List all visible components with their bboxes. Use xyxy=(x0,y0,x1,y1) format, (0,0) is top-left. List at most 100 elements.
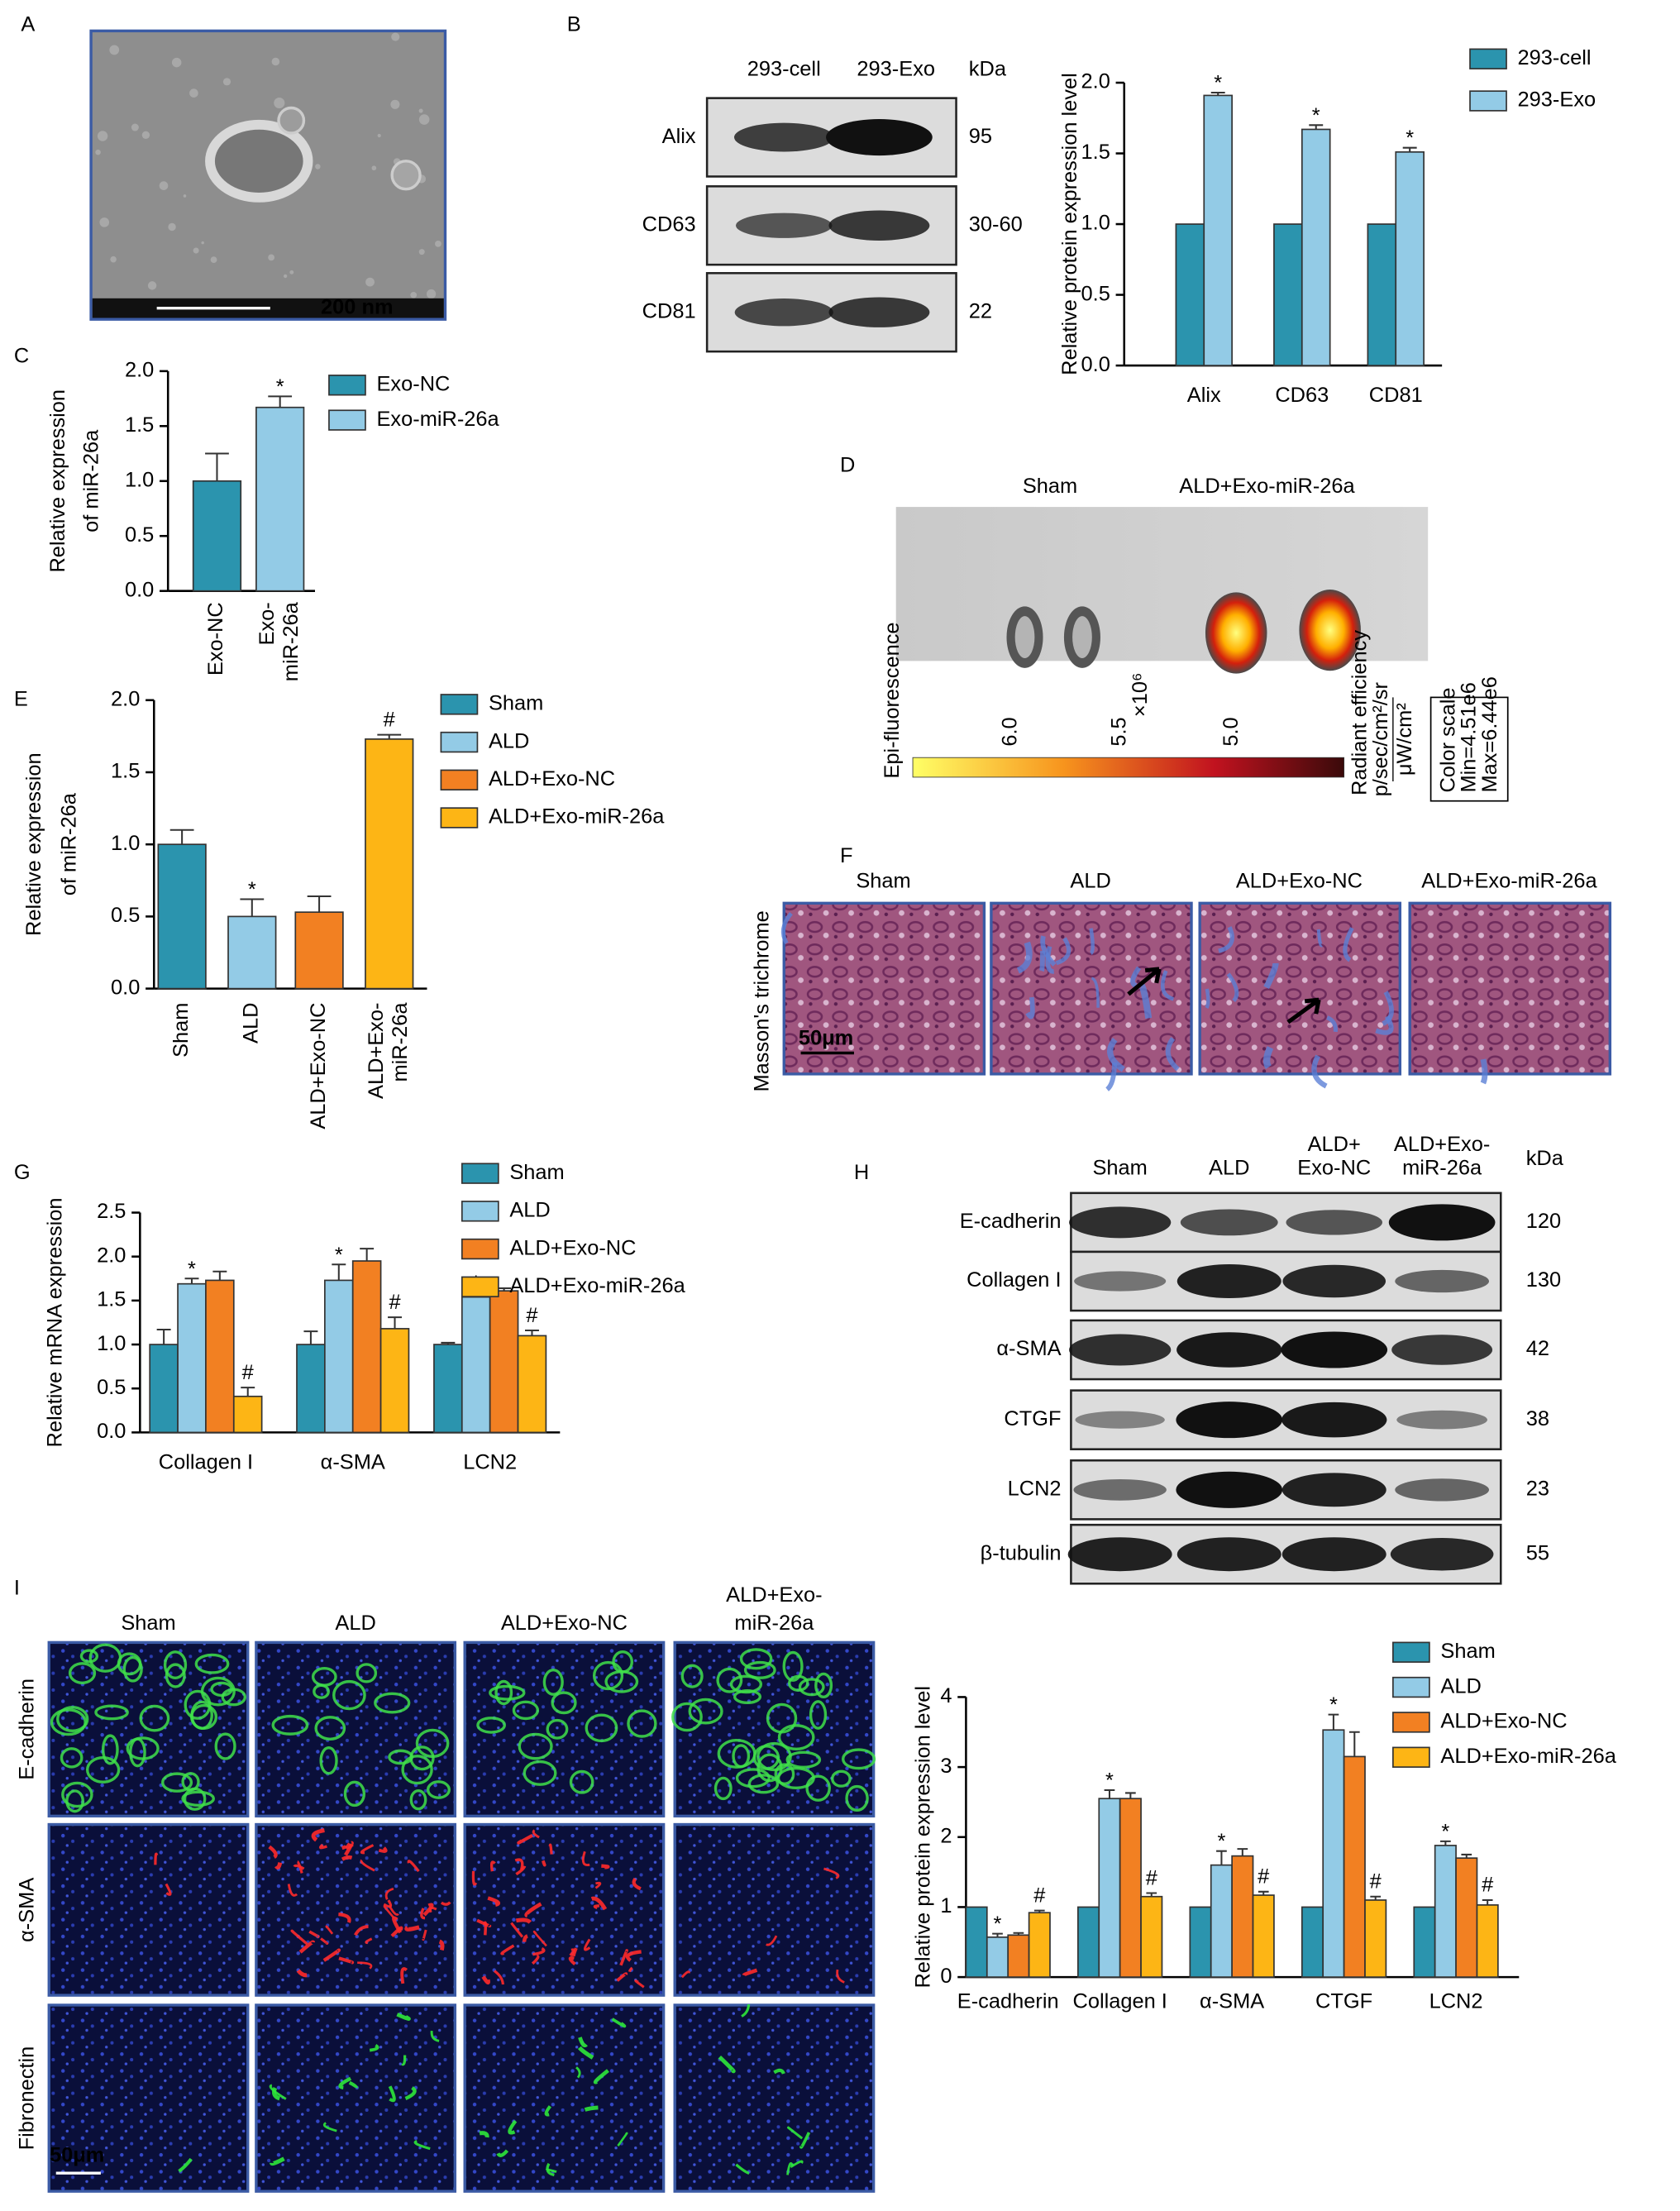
stain xyxy=(551,1691,577,1715)
stain xyxy=(409,1745,435,1771)
texture xyxy=(97,131,108,141)
significance-marker: * xyxy=(335,1244,343,1267)
column-label: Sham xyxy=(121,1612,175,1635)
y-tick-label: 0.5 xyxy=(111,904,140,927)
legend-swatch xyxy=(440,769,479,791)
bar xyxy=(1364,1899,1387,1978)
legend-label: Sham xyxy=(509,1161,564,1184)
stain xyxy=(578,2037,588,2048)
stain xyxy=(341,1845,348,1850)
stain xyxy=(774,1763,795,1785)
stain xyxy=(741,2003,751,2018)
colorbar-title: Epi-fluorescence xyxy=(881,622,904,778)
legend-swatch xyxy=(1469,90,1507,112)
group-label: ALD+Exo-miR-26a xyxy=(1179,475,1355,498)
stain xyxy=(357,1961,373,1970)
band xyxy=(1388,1204,1496,1241)
band xyxy=(1176,1332,1282,1368)
fluorescence xyxy=(47,1822,250,1997)
blot-row-label: Alix xyxy=(662,125,696,148)
stain xyxy=(65,1789,84,1813)
fibrosis xyxy=(1039,951,1045,972)
y-tick-label: 2.0 xyxy=(97,1244,126,1267)
y-tick-label: 1 xyxy=(940,1894,952,1917)
significance-marker: # xyxy=(242,1361,254,1384)
texture xyxy=(426,289,437,299)
stain xyxy=(799,2132,811,2149)
stain xyxy=(517,1834,533,1845)
error-bar xyxy=(1210,91,1225,96)
error-bar xyxy=(332,1263,346,1281)
band xyxy=(1396,1410,1487,1430)
error-bar xyxy=(169,829,194,845)
error-bar xyxy=(388,1316,402,1329)
error-bar xyxy=(1216,1850,1227,1865)
error-bar xyxy=(1237,1848,1248,1856)
stain xyxy=(311,1828,325,1842)
legend-swatch xyxy=(440,731,479,753)
blot-kda: 38 xyxy=(1526,1407,1549,1430)
scale-box xyxy=(1429,696,1509,802)
texture xyxy=(147,281,157,290)
panel-letter: G xyxy=(14,1161,31,1184)
colorbar-exponent: ×10⁶ xyxy=(1129,673,1152,718)
colorbar-tick: 5.0 xyxy=(1219,717,1243,746)
x-tick-label: ALD+Exo-NC xyxy=(307,1003,330,1129)
significance-marker: # xyxy=(384,708,395,731)
stain xyxy=(531,1954,540,1965)
bar xyxy=(1322,1729,1345,1978)
stain xyxy=(809,1700,828,1730)
stain xyxy=(616,1972,628,1982)
stain xyxy=(476,1918,492,1928)
band xyxy=(1069,1206,1172,1239)
significance-marker: * xyxy=(188,1258,196,1281)
y-tick-label: 1.5 xyxy=(1081,141,1110,164)
panel-letter: A xyxy=(21,12,35,36)
blot-unit: kDa xyxy=(1526,1147,1564,1170)
y-tick-label: 0.5 xyxy=(97,1376,126,1399)
panel-letter: E xyxy=(14,687,28,710)
stain xyxy=(483,1921,488,1936)
fibrosis xyxy=(1025,996,1035,1020)
y-tick-label: 1.0 xyxy=(1081,212,1110,235)
error-bar xyxy=(360,1248,375,1262)
stain xyxy=(181,1790,215,1807)
scale-box-text: Min=4.51e6 xyxy=(1458,682,1481,792)
significance-marker: # xyxy=(1258,1865,1269,1889)
stain xyxy=(581,1850,590,1867)
legend-swatch xyxy=(328,409,366,431)
fibrosis xyxy=(1375,1015,1394,1035)
blot-unit: kDa xyxy=(969,57,1007,80)
stain xyxy=(94,1704,129,1721)
stain xyxy=(716,1667,743,1693)
y-tick-label: 0.0 xyxy=(125,578,154,601)
stain xyxy=(571,1947,578,1957)
legend-label: ALD+Exo-NC xyxy=(1440,1710,1567,1733)
texture xyxy=(171,57,182,68)
blot-column: Exo-NC xyxy=(1297,1157,1371,1180)
bar xyxy=(1395,150,1425,366)
blot-column: ALD xyxy=(1209,1157,1249,1180)
fibrosis xyxy=(1040,935,1057,967)
bar xyxy=(1189,1906,1212,1978)
blot-column: miR-26a xyxy=(1402,1157,1482,1180)
stain xyxy=(325,1925,334,1935)
stain xyxy=(428,1906,437,1913)
stain xyxy=(214,1732,236,1760)
bar xyxy=(1252,1894,1275,1978)
blot-row-label: CD81 xyxy=(642,299,696,322)
fibrosis xyxy=(1480,1058,1488,1085)
band xyxy=(1073,1478,1167,1501)
bar xyxy=(365,738,414,990)
significance-marker: * xyxy=(1105,1769,1114,1793)
column-label: ALD xyxy=(335,1612,375,1635)
y-tick-label: 2.0 xyxy=(111,687,140,710)
bar xyxy=(1301,1906,1324,1978)
stain xyxy=(714,1776,733,1801)
x-tick-label: α-SMA xyxy=(1200,1989,1264,2013)
legend-label: ALD+Exo-NC xyxy=(509,1236,636,1259)
band xyxy=(1390,1537,1494,1571)
texture xyxy=(418,114,430,125)
stain xyxy=(313,1683,330,1699)
error-bar xyxy=(441,1341,456,1345)
